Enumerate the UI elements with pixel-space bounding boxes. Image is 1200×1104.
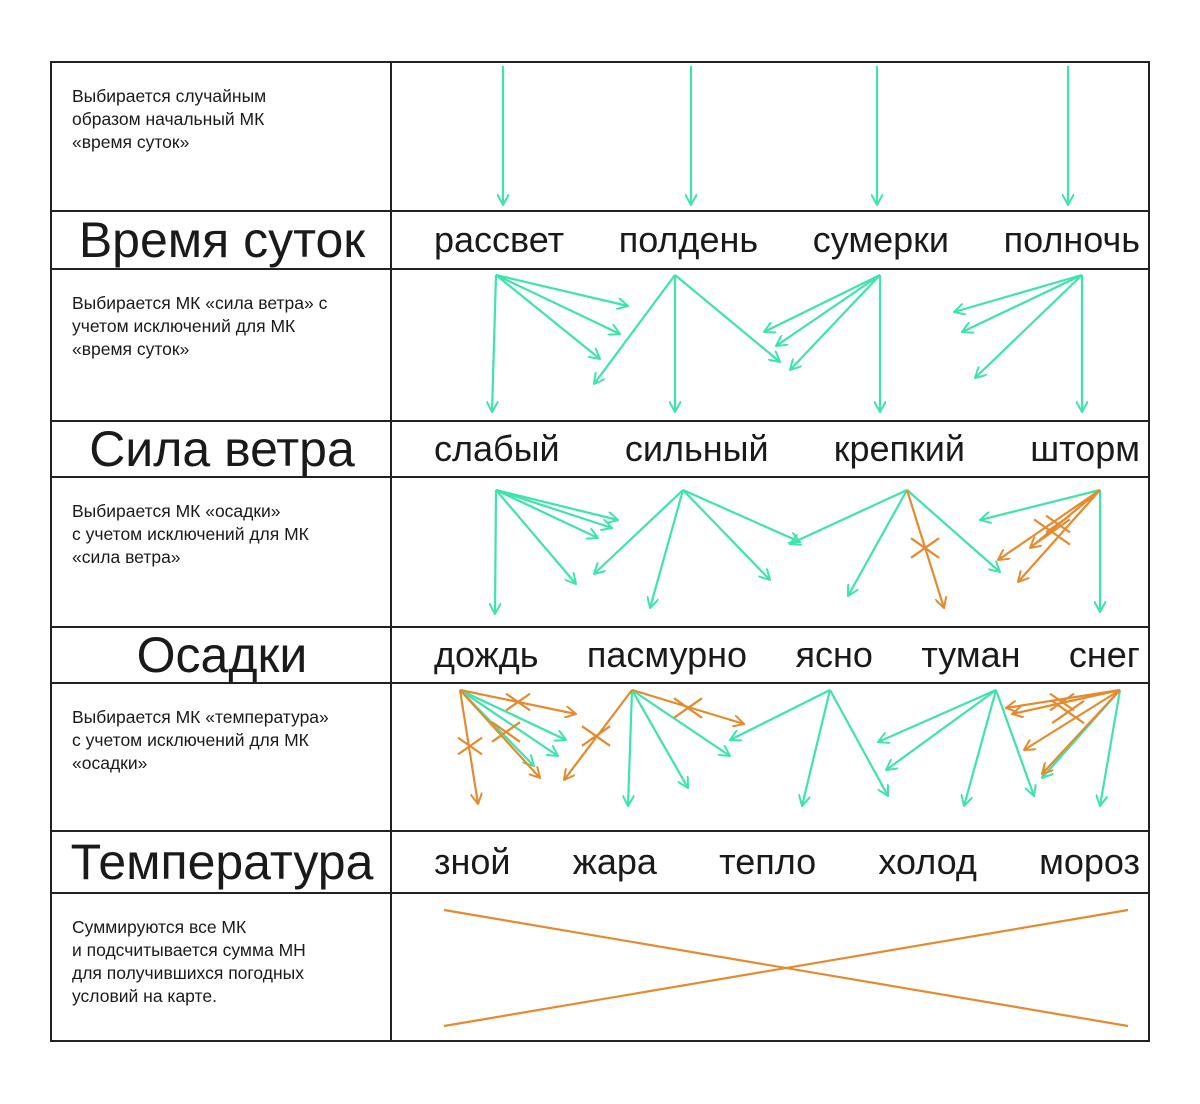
parameter-heading-cell: Осадки [52, 628, 392, 682]
value-label: снег [1068, 634, 1140, 675]
step-description-cell: Выбирается случайным образом начальный М… [52, 63, 392, 210]
value-label: рассвет [434, 219, 565, 260]
arrows-cell [392, 478, 1148, 626]
step-temperature: Выбирается МК «температура» с учетом иск… [52, 684, 1148, 832]
arrows-cell [392, 684, 1148, 830]
value-label: зной [434, 841, 511, 882]
value-label: сильный [624, 428, 769, 469]
empty-cell [392, 894, 1148, 1040]
value-label: дождь [434, 634, 539, 675]
value-label: пасмурно [586, 634, 748, 675]
step-description: Выбирается случайным образом начальный М… [72, 86, 267, 152]
value-label: тепло [719, 841, 817, 882]
parameter-row-wind-strength: Сила ветра слабый сильный крепкий шторм [52, 422, 1148, 478]
parameter-heading: Время суток [78, 212, 366, 268]
parameter-heading-cell: Сила ветра [52, 422, 392, 476]
value-label: мороз [1039, 841, 1140, 882]
parameter-values-cell: зной жара тепло холод мороз [392, 832, 1148, 892]
value-label: шторм [1030, 428, 1140, 469]
value-label: полночь [1003, 219, 1140, 260]
parameter-row-precipitation: Осадки дождь пасмурно ясно туман снег [52, 628, 1148, 684]
value-label: слабый [434, 428, 560, 469]
parameter-heading: Сила ветра [89, 421, 355, 477]
parameter-heading: Осадки [136, 627, 308, 683]
step-description-cell: Суммируются все МК и подсчитывается сумм… [52, 894, 392, 1040]
value-label: холод [878, 841, 977, 882]
step-description: Выбирается МК «температура» с учетом иск… [72, 707, 329, 773]
value-label: ясно [795, 634, 873, 675]
parameter-values-cell: рассвет полдень сумерки полночь [392, 212, 1148, 268]
parameter-heading: Температура [70, 834, 374, 890]
parameter-heading-cell: Время суток [52, 212, 392, 268]
parameter-row-temperature: Температура зной жара тепло холод мороз [52, 832, 1148, 894]
parameter-row-time-of-day: Время суток рассвет полдень сумерки полн… [52, 212, 1148, 270]
step-description: Выбирается МК «сила ветра» с учетом искл… [72, 293, 328, 359]
step-description-cell: Выбирается МК «осадки» с учетом исключен… [52, 478, 392, 626]
value-label: жара [572, 841, 657, 882]
step-description-cell: Выбирается МК «сила ветра» с учетом искл… [52, 270, 392, 420]
value-label: сумерки [812, 219, 949, 260]
step-precipitation: Выбирается МК «осадки» с учетом исключен… [52, 478, 1148, 628]
step-summation: Суммируются все МК и подсчитывается сумм… [52, 894, 1148, 1040]
arrows-cell [392, 270, 1148, 420]
step-random-time-of-day: Выбирается случайным образом начальный М… [52, 63, 1148, 212]
parameter-values-cell: дождь пасмурно ясно туман снег [392, 628, 1148, 682]
step-description-cell: Выбирается МК «температура» с учетом иск… [52, 684, 392, 830]
value-label: туман [921, 634, 1021, 675]
step-wind-strength: Выбирается МК «сила ветра» с учетом искл… [52, 270, 1148, 422]
arrows-cell [392, 63, 1148, 210]
parameter-heading-cell: Температура [52, 832, 392, 892]
step-description: Суммируются все МК и подсчитывается сумм… [72, 917, 306, 1006]
parameter-values-cell: слабый сильный крепкий шторм [392, 422, 1148, 476]
value-label: крепкий [833, 428, 966, 469]
weather-generation-diagram: Выбирается случайным образом начальный М… [50, 61, 1150, 1042]
step-description: Выбирается МК «осадки» с учетом исключен… [72, 501, 309, 567]
value-label: полдень [618, 219, 759, 260]
